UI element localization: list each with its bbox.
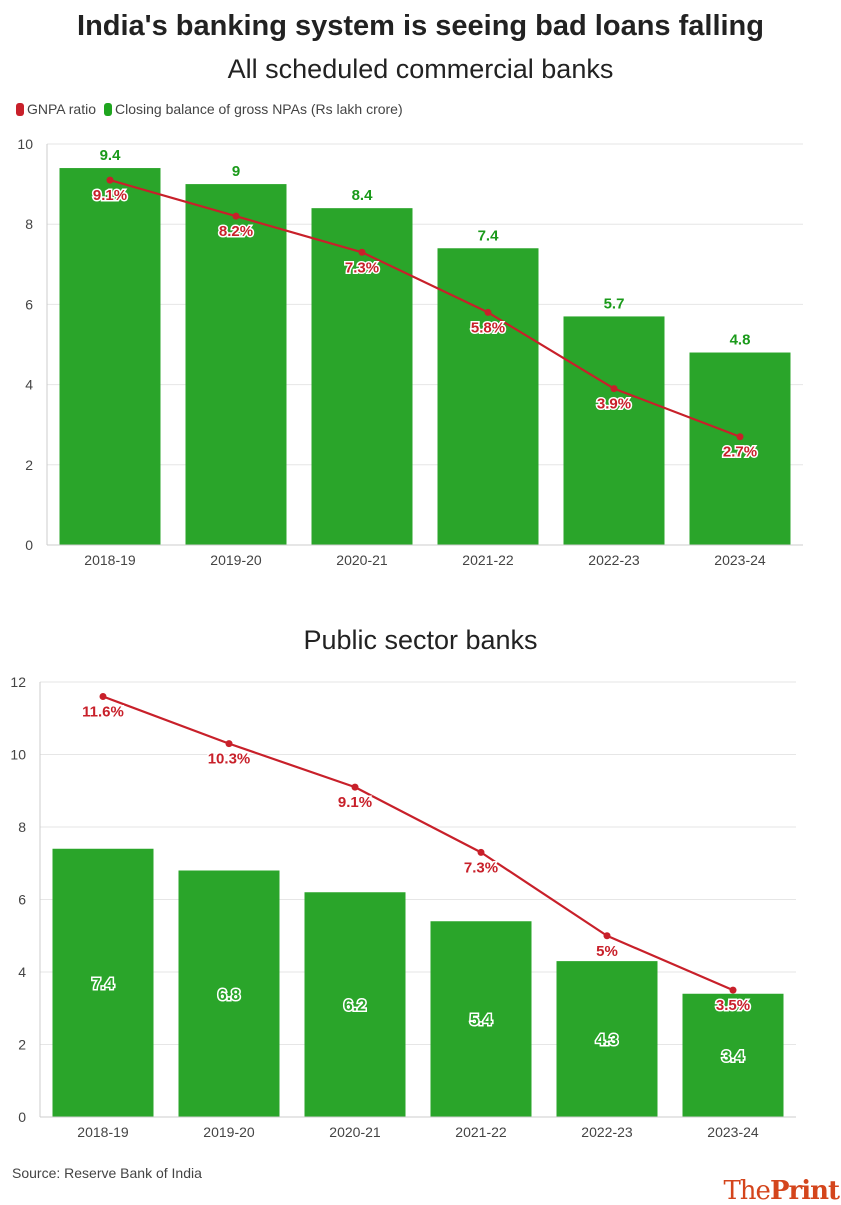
- legend-item-gnpa: GNPA ratio: [16, 101, 96, 117]
- gnpa-value-label: 3.5%: [716, 997, 750, 1014]
- y-tick-label: 8: [18, 819, 26, 835]
- bar: [689, 352, 791, 545]
- gnpa-point: [477, 848, 485, 856]
- x-tick-label: 2022-23: [581, 1124, 633, 1140]
- legend-item-npa: Closing balance of gross NPAs (Rs lakh c…: [104, 101, 403, 117]
- y-tick-label: 6: [25, 296, 33, 312]
- x-tick-label: 2020-21: [336, 552, 388, 568]
- y-tick-label: 2: [25, 457, 33, 473]
- theprint-logo: ThePrint: [723, 1176, 840, 1205]
- x-tick-label: 2019-20: [203, 1124, 255, 1140]
- bar: [563, 316, 665, 545]
- bar-value-label: 5.4: [470, 1012, 492, 1029]
- legend: GNPA ratio Closing balance of gross NPAs…: [16, 101, 403, 117]
- gnpa-value-label: 5.8%: [471, 319, 505, 336]
- legend-swatch-green: [104, 103, 112, 116]
- y-tick-label: 0: [18, 1109, 26, 1125]
- bar: [185, 184, 287, 545]
- gnpa-value-label: 9.1%: [93, 187, 127, 204]
- bar-value-label: 4.8: [730, 332, 751, 349]
- gnpa-point: [225, 740, 233, 748]
- legend-swatch-red: [16, 103, 24, 116]
- bar: [437, 248, 539, 545]
- gnpa-value-label: 9.1%: [338, 794, 372, 811]
- gnpa-value-label: 2.7%: [723, 444, 757, 461]
- bar-value-label: 3.4: [722, 1048, 744, 1065]
- gnpa-point: [99, 693, 107, 700]
- y-tick-label: 4: [25, 377, 33, 393]
- bar-value-label: 9: [232, 163, 240, 180]
- bar: [304, 892, 406, 1117]
- y-tick-label: 8: [25, 216, 33, 232]
- bar: [52, 848, 154, 1117]
- bar-value-label: 6.8: [218, 987, 240, 1004]
- gnpa-point: [736, 433, 744, 441]
- main-title: India's banking system is seeing bad loa…: [77, 10, 764, 42]
- bar-value-label: 9.4: [100, 147, 122, 164]
- x-tick-label: 2023-24: [714, 552, 766, 568]
- y-tick-label: 10: [10, 747, 26, 763]
- bar-value-label: 6.2: [344, 998, 366, 1015]
- y-tick-label: 2: [18, 1037, 26, 1053]
- x-tick-label: 2021-22: [462, 552, 514, 568]
- bar: [430, 921, 532, 1117]
- gnpa-point: [351, 783, 359, 791]
- gnpa-point: [603, 932, 611, 940]
- gnpa-line: [102, 695, 734, 992]
- gnpa-value-label: 11.6%: [82, 704, 124, 721]
- gnpa-line: [109, 179, 741, 438]
- gnpa-value-label: 10.3%: [208, 751, 251, 768]
- chart1-title: All scheduled commercial banks: [227, 54, 614, 84]
- legend-label: GNPA ratio: [27, 101, 96, 117]
- bar-value-label: 7.4: [92, 976, 114, 993]
- bar: [682, 993, 784, 1117]
- x-tick-label: 2022-23: [588, 552, 640, 568]
- chart1-svg: 0 2 4 6 8 10 2018-19 2019-20 2020-21 2021-22 2022-…: [17, 136, 803, 568]
- bar-value-label: 4.3: [596, 1032, 618, 1049]
- gnpa-point: [106, 176, 114, 184]
- gnpa-value-label: 8.2%: [219, 223, 253, 240]
- gnpa-point: [484, 308, 492, 316]
- y-tick-label: 10: [17, 136, 33, 152]
- y-tick-label: 4: [18, 964, 26, 980]
- gnpa-value-label: 7.3%: [345, 259, 379, 276]
- gnpa-point: [610, 385, 618, 393]
- legend-label: Closing balance of gross NPAs (Rs lakh c…: [115, 101, 403, 117]
- x-tick-label: 2018-19: [77, 1124, 129, 1140]
- y-tick-label: 12: [10, 674, 26, 690]
- bar-value-label: 7.4: [478, 227, 500, 244]
- gnpa-point: [729, 986, 737, 994]
- source-note: Source: Reserve Bank of India: [12, 1165, 202, 1181]
- gnpa-value-label: 5%: [596, 943, 618, 960]
- gnpa-value-label: 3.9%: [597, 396, 631, 413]
- gnpa-value-label: 7.3%: [464, 859, 498, 876]
- bar: [59, 168, 161, 545]
- bar: [178, 870, 280, 1117]
- y-tick-label: 0: [25, 537, 33, 553]
- bar-value-label: 8.4: [352, 187, 374, 204]
- chart2-title: Public sector banks: [303, 625, 538, 655]
- x-tick-label: 2023-24: [707, 1124, 759, 1140]
- gnpa-point: [358, 248, 366, 256]
- bar: [556, 961, 658, 1117]
- x-tick-label: 2019-20: [210, 552, 262, 568]
- chart2-svg: 0 2 4 6 8 10 12 2018-19 2019-20 2020-21 2021-22 202…: [10, 674, 796, 1140]
- bar: [311, 208, 413, 545]
- y-tick-label: 6: [18, 892, 26, 908]
- bar-value-label: 5.7: [604, 295, 625, 312]
- x-tick-label: 2018-19: [84, 552, 136, 568]
- x-tick-label: 2021-22: [455, 1124, 507, 1140]
- x-tick-label: 2020-21: [329, 1124, 381, 1140]
- gnpa-point: [232, 212, 240, 220]
